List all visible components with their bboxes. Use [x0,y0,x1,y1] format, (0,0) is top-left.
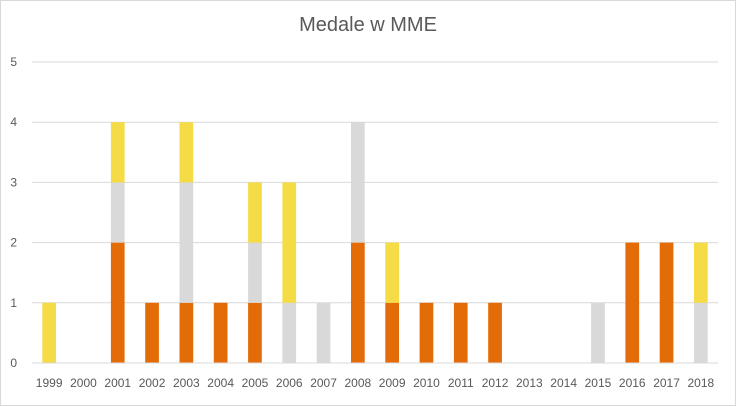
bar-2003-series-1 [179,302,194,363]
bar-2010-series-1 [419,302,434,363]
x-tick-label: 2008 [344,376,371,390]
bar-2001-series-2 [110,182,125,243]
y-tick-label: 3 [10,175,17,189]
y-tick-label: 4 [10,115,17,129]
bar-2007-series-2 [316,302,331,363]
x-tick-label: 2004 [207,376,234,390]
x-axis: 1999 2000 2001 2002 2003 2004 2005 2006 2007 2008… [32,362,718,390]
bar-2004-series-1 [213,302,228,363]
bar-2006-series-3 [282,182,297,303]
bar-2003-series-3 [179,122,194,183]
x-tick-label: 2000 [70,376,97,390]
x-tick-label: 2015 [585,376,612,390]
bar-2001-series-3 [110,122,125,183]
bar-2009-series-3 [385,242,400,303]
y-tick-label: 1 [10,296,17,310]
x-tick-label: 1999 [36,376,63,390]
x-tick-label: 2013 [516,376,543,390]
bar-2006-series-2 [282,302,297,363]
bar-2003-series-2 [179,182,194,303]
x-tick-label: 2014 [550,376,577,390]
bar-2009-series-1 [385,302,400,363]
bars [42,122,708,363]
x-tick-label: 2003 [173,376,200,390]
bar-2015-series-2 [591,302,605,363]
gridlines [32,61,718,304]
y-tick-label: 0 [10,356,17,370]
bar-2001-series-1 [110,242,125,363]
x-tick-label: 2002 [139,376,166,390]
x-tick-label: 2005 [242,376,269,390]
x-tick-label: 2017 [653,376,680,390]
x-tick-label: 2010 [413,376,440,390]
bar-2017-series-1 [659,242,674,363]
x-tick-label: 2006 [276,376,303,390]
bar-2002-series-1 [145,302,159,363]
bar-2008-series-2 [350,122,365,243]
bar-2005-series-3 [248,182,262,243]
bar-2018-series-3 [693,242,708,303]
bar-2018-series-2 [693,302,708,363]
bar-2005-series-1 [248,302,262,363]
bar-2011-series-1 [453,302,468,363]
x-tick-label: 2018 [687,376,714,390]
x-tick-label: 2016 [619,376,646,390]
y-tick-label: 5 [10,55,17,69]
y-axis: 0 1 2 3 4 5 [10,55,17,370]
bar-2012-series-1 [488,302,502,363]
bar-1999-series-3 [42,302,57,363]
x-tick-label: 2007 [310,376,337,390]
y-tick-label: 2 [10,236,17,250]
bar-2005-series-2 [248,242,262,303]
x-tick-label: 2001 [104,376,131,390]
chart-title: Medale w MME [299,14,437,36]
bar-2008-series-1 [350,242,365,363]
x-tick-label: 2012 [482,376,509,390]
x-tick-label: 2011 [448,376,474,390]
x-tick-label: 2009 [379,376,406,390]
bar-2016-series-1 [625,242,640,363]
